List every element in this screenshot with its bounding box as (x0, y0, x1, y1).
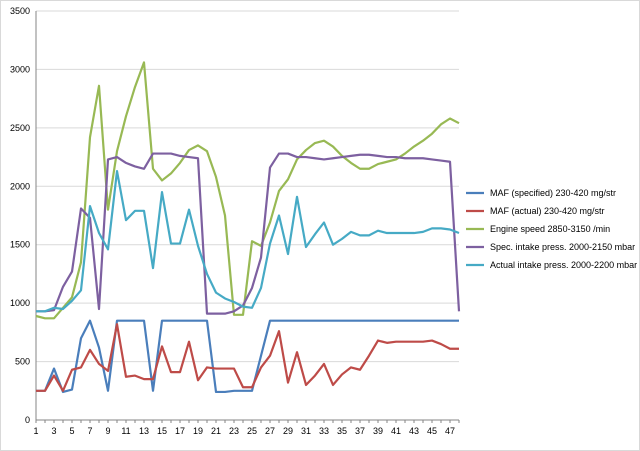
x-tick-label: 25 (247, 426, 257, 436)
legend-label: MAF (specified) 230-420 mg/str (490, 188, 616, 198)
x-tick-label: 45 (427, 426, 437, 436)
y-tick-label: 3500 (10, 6, 30, 16)
x-tick-label: 3 (51, 426, 56, 436)
y-tick-label: 0 (25, 415, 30, 425)
x-tick-label: 47 (445, 426, 455, 436)
legend: MAF (specified) 230-420 mg/str MAF (actua… (466, 188, 637, 270)
y-tick-label: 3000 (10, 64, 30, 74)
y-tick-labels: 0 500 1000 1500 2000 2500 3000 3500 (10, 6, 30, 425)
gridlines (36, 10, 459, 363)
legend-label: Engine speed 2850-3150 /min (490, 224, 610, 234)
y-tick-label: 500 (15, 357, 30, 367)
y-tick-label: 1000 (10, 298, 30, 308)
y-tick-label: 2000 (10, 181, 30, 191)
x-tick-label: 23 (229, 426, 239, 436)
legend-label: MAF (actual) 230-420 mg/str (490, 206, 605, 216)
x-tick-label: 11 (121, 426, 130, 436)
x-tick-label: 39 (373, 426, 383, 436)
x-tick-label: 43 (409, 426, 419, 436)
x-tick-label: 17 (175, 426, 185, 436)
x-tick-label: 37 (355, 426, 365, 436)
x-tick-label: 29 (283, 426, 293, 436)
axes (35, 11, 460, 423)
x-tick-label: 13 (139, 426, 149, 436)
series-line-1 (36, 319, 459, 394)
series-lines (35, 61, 461, 394)
x-tick-label: 9 (105, 426, 110, 436)
x-tick-label: 21 (211, 426, 221, 436)
series-line-5 (36, 169, 460, 313)
x-tick-label: 31 (301, 426, 311, 436)
series-line-4 (36, 152, 461, 315)
x-tick-label: 27 (265, 426, 275, 436)
series-line-2 (36, 323, 459, 392)
y-tick-label: 1500 (10, 240, 30, 250)
x-tick-label: 35 (337, 426, 347, 436)
x-tick-label: 1 (33, 426, 38, 436)
x-tick-label: 19 (193, 426, 203, 436)
x-tick-label: 41 (391, 426, 401, 436)
x-tick-label: 5 (69, 426, 74, 436)
x-tick-label: 7 (87, 426, 92, 436)
x-tick-labels: 1 3 5 7 9 11 13 15 17 19 21 23 25 27 29 31 33 35 37 39 41 43 4… (33, 426, 455, 436)
y-tick-label: 2500 (10, 123, 30, 133)
x-tick-label: 15 (157, 426, 167, 436)
legend-label: Spec. intake press. 2000-2150 mbar (490, 242, 635, 252)
x-tick-label: 33 (319, 426, 329, 436)
legend-label: Actual intake press. 2000-2200 mbar (490, 260, 637, 270)
